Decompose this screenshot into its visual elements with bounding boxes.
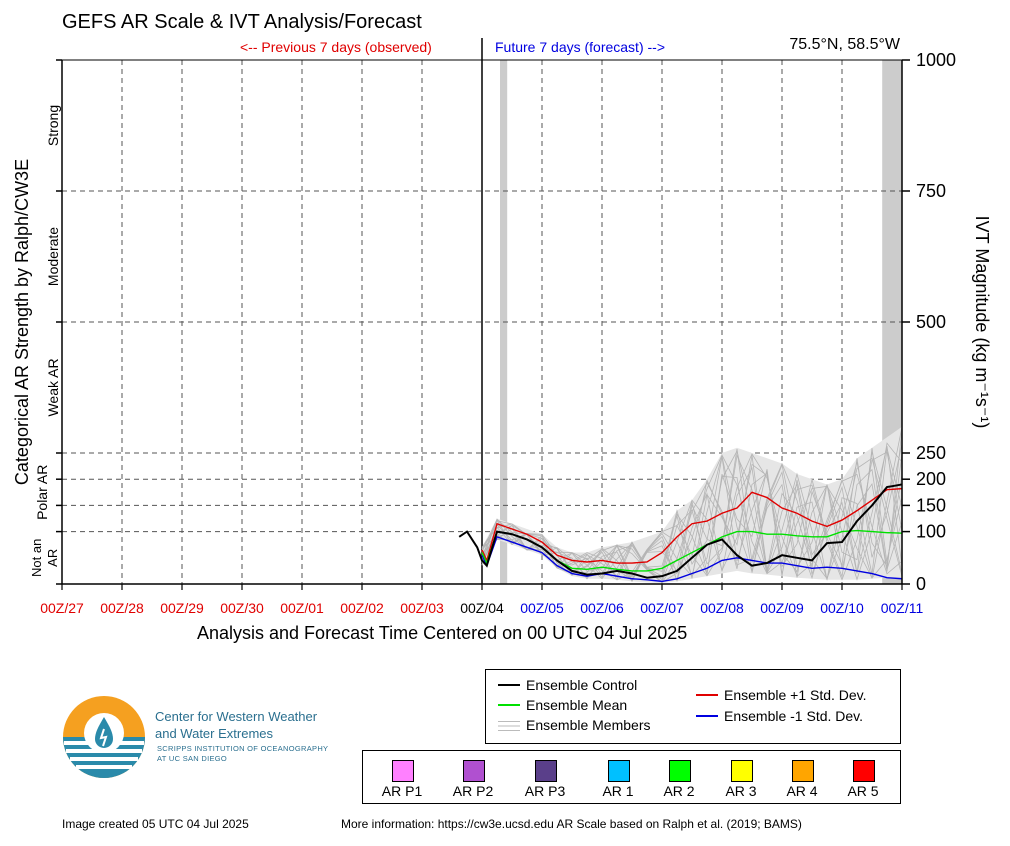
future-period-label: Future 7 days (forecast) -->	[495, 39, 666, 55]
chart-title: GEFS AR Scale & IVT Analysis/Forecast	[62, 11, 422, 33]
category-label-weak-ar: Weak AR	[45, 358, 61, 416]
x-tick-label: 00Z/02	[340, 600, 384, 616]
x-tick-label: 00Z/06	[580, 600, 624, 616]
series-line-ensemble-control	[458, 483, 903, 579]
ar-scale-label-2: AR 2	[663, 783, 695, 799]
series-line-ensemble-1-std-dev	[481, 535, 903, 583]
y-tick-label: 500	[916, 312, 946, 332]
ar-scale-item-p2: AR P2	[439, 751, 509, 803]
x-tick-label: 00Z/28	[100, 600, 144, 616]
y-tick-label: 1000	[916, 50, 956, 70]
x-tick-label: 00Z/03	[400, 600, 444, 616]
x-tick-label: 00Z/07	[640, 600, 684, 616]
organization-sub-line2: AT UC SAN DIEGO	[157, 754, 228, 763]
y-tick-label: 750	[916, 181, 946, 201]
y-tick-label: 250	[916, 443, 946, 463]
category-label-not-an-ar: Not an AR	[29, 539, 60, 577]
x-tick-label: 00Z/11	[881, 600, 924, 616]
ar-scale-swatch-2	[669, 760, 691, 782]
legend-label-members: Ensemble Members	[526, 717, 651, 733]
ar-scale-swatch-4	[792, 760, 814, 782]
category-label-moderate: Moderate	[45, 227, 61, 286]
legend-label-mean: Ensemble Mean	[526, 697, 628, 713]
ensemble-member-line	[481, 448, 903, 580]
x-tick-label: 00Z/08	[700, 600, 744, 616]
y-axis-title-right: IVT Magnitude (kg m⁻¹s⁻¹)	[972, 216, 992, 429]
organization-name: Center for Western Weather and Water Ext…	[155, 708, 317, 742]
legend-swatch-plus-std	[696, 694, 718, 696]
y-tick-label: 0	[916, 574, 926, 594]
ar-scale-label-5: AR 5	[847, 783, 879, 799]
ar-scale-label-p1: AR P1	[381, 783, 423, 799]
cw3e-logo-icon	[63, 696, 145, 778]
ar-scale-swatch-p3	[535, 760, 557, 782]
previous-period-label: <-- Previous 7 days (observed)	[240, 39, 432, 55]
ensemble-member-line	[481, 443, 903, 582]
x-tick-label: 00Z/30	[220, 600, 264, 616]
x-tick-label: 00Z/27	[40, 600, 84, 616]
x-tick-label: 00Z/29	[160, 600, 204, 616]
legend-label-plus-std: Ensemble +1 Std. Dev.	[724, 687, 867, 703]
ensemble-member-line	[481, 448, 903, 579]
y-axis-title-left: Categorical AR Strength by Ralph/CW3E	[12, 159, 32, 485]
y-tick-label: 150	[916, 495, 946, 515]
more-information-note: More information: https://cw3e.ucsd.edu …	[341, 817, 802, 831]
category-label-line: AR	[45, 549, 60, 567]
ensemble-member-line	[481, 442, 903, 583]
organization-sub-line1: SCRIPPS INSTITUTION OF OCEANOGRAPHY	[157, 744, 329, 753]
location-coordinates: 75.5°N, 58.5°W	[789, 36, 900, 53]
ar-scale-legend: AR P1 AR P2 AR P3 AR 1 AR 2 AR 3 AR 4 AR…	[362, 750, 901, 804]
ar-scale-swatch-p1	[392, 760, 414, 782]
ar-scale-item-4: AR 4	[768, 751, 838, 803]
category-label-polar-ar: Polar AR	[34, 465, 50, 520]
category-label-strong: Strong	[45, 105, 61, 146]
legend-swatch-minus-std	[696, 715, 718, 717]
y-tick-label: 100	[916, 522, 946, 542]
ar-scale-swatch-3	[731, 760, 753, 782]
legend-swatch-mean	[498, 704, 520, 706]
ar-scale-label-1: AR 1	[602, 783, 634, 799]
ar-scale-item-2: AR 2	[645, 751, 715, 803]
x-tick-label: 00Z/05	[520, 600, 564, 616]
ar-scale-item-p1: AR P1	[368, 751, 438, 803]
organization-name-line2: and Water Extremes	[155, 726, 274, 741]
ar-scale-item-1: AR 1	[584, 751, 654, 803]
ar-scale-label-p2: AR P2	[452, 783, 494, 799]
x-tick-label: 00Z/04	[460, 600, 504, 616]
ar-scale-label-3: AR 3	[725, 783, 757, 799]
y-tick-label: 200	[916, 469, 946, 489]
ar-scale-label-p3: AR P3	[524, 783, 566, 799]
legend-swatch-control	[498, 684, 520, 686]
ar-scale-item-5: AR 5	[829, 751, 899, 803]
organization-subtitle: SCRIPPS INSTITUTION OF OCEANOGRAPHY AT U…	[157, 744, 328, 764]
ar-scale-item-3: AR 3	[707, 751, 777, 803]
chart-legend: Ensemble Control Ensemble Mean Ensemble …	[485, 669, 901, 744]
x-tick-label: 00Z/10	[820, 600, 864, 616]
legend-swatch-members	[498, 721, 520, 731]
ar-scale-item-p3: AR P3	[511, 751, 581, 803]
ar-scale-swatch-1	[608, 760, 630, 782]
x-tick-label: 00Z/09	[760, 600, 804, 616]
organization-name-line1: Center for Western Weather	[155, 709, 318, 724]
ar-scale-swatch-5	[853, 760, 875, 782]
ar-scale-label-4: AR 4	[786, 783, 818, 799]
image-created-note: Image created 05 UTC 04 Jul 2025	[62, 817, 249, 831]
ar-scale-swatch-p2	[463, 760, 485, 782]
series-line-ensemble-1-std-dev	[481, 487, 903, 564]
legend-label-control: Ensemble Control	[526, 677, 638, 693]
x-axis-title: Analysis and Forecast Time Centered on 0…	[197, 623, 688, 643]
legend-label-minus-std: Ensemble -1 Std. Dev.	[724, 708, 864, 724]
x-tick-label: 00Z/01	[280, 600, 324, 616]
category-label-line: Not an	[29, 539, 44, 577]
